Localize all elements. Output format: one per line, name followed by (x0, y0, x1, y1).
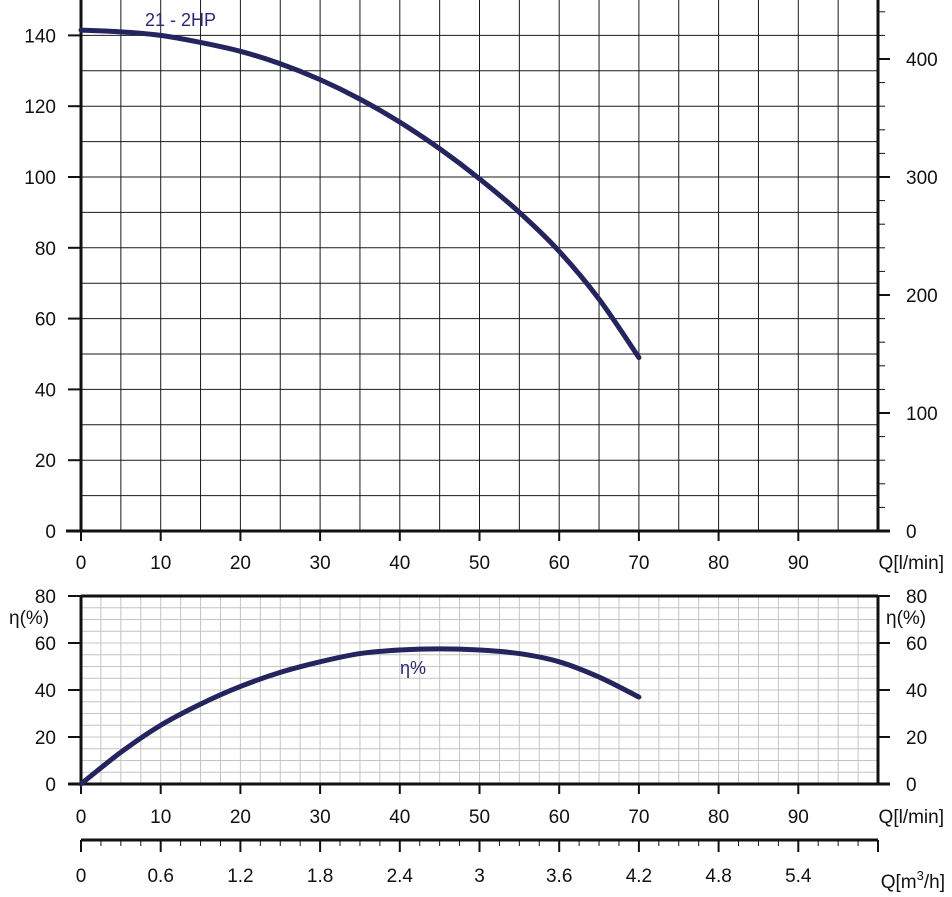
x-tick-label: 90 (788, 807, 809, 828)
y2-tick-label: 0 (906, 522, 917, 543)
y-tick-label: 60 (35, 634, 56, 655)
x-tick-label: 70 (628, 807, 649, 828)
y-tick-label: 80 (35, 587, 56, 608)
x-tick-label: 30 (310, 553, 331, 574)
m3h-tick-label: 1.2 (227, 866, 253, 887)
x-tick-label: 60 (549, 553, 570, 574)
y2-tick-label: 300 (906, 168, 938, 189)
m3h-tick-label: 0.6 (147, 866, 173, 887)
x-tick-label: 50 (469, 807, 490, 828)
y-axis-label: η(%) (9, 608, 49, 629)
x-tick-label: 70 (628, 553, 649, 574)
x-tick-label: 60 (549, 807, 570, 828)
series-label-head-curve: 21 - 2HP (145, 10, 216, 30)
y-tick-label: 100 (24, 168, 56, 189)
m3h-tick-label: 3 (474, 866, 485, 887)
y-tick-label: 80 (35, 239, 56, 260)
x-tick-label: 80 (708, 807, 729, 828)
m3h-tick-label: 1.8 (307, 866, 333, 887)
m3h-tick-label: 4.2 (626, 866, 652, 887)
y2-tick-label: 20 (906, 728, 927, 749)
y-tick-label: 40 (35, 380, 56, 401)
y2-tick-label: 100 (906, 404, 938, 425)
y2-tick-label: 400 (906, 50, 938, 71)
y2-tick-label: 80 (906, 587, 927, 608)
m3h-axis-label: Q[m3/h] (881, 868, 945, 893)
y-tick-label: 0 (45, 522, 56, 543)
x-tick-label: 50 (469, 553, 490, 574)
x-tick-label: 0 (76, 807, 87, 828)
series-label-efficiency-curve: η% (400, 658, 426, 678)
x-tick-label: 40 (389, 807, 410, 828)
y-tick-label: 0 (45, 775, 56, 796)
y2-tick-label: 0 (906, 775, 917, 796)
x-tick-label: 0 (76, 553, 87, 574)
m3h-tick-label: 5.4 (785, 866, 812, 887)
x-tick-label: 20 (230, 553, 251, 574)
y2-tick-label: 200 (906, 286, 938, 307)
x-tick-label: 90 (788, 553, 809, 574)
y2-tick-label: 40 (906, 681, 927, 702)
x-tick-label: 80 (708, 553, 729, 574)
x-tick-label: 20 (230, 807, 251, 828)
y-tick-label: 40 (35, 681, 56, 702)
y2-tick-label: 60 (906, 634, 927, 655)
m3h-tick-label: 0 (76, 866, 87, 887)
x-tick-label: 40 (389, 553, 410, 574)
m3h-tick-label: 2.4 (387, 866, 414, 887)
x-tick-label: 10 (150, 807, 171, 828)
y2-axis-label: η(%) (886, 608, 926, 629)
x-axis-label: Q[l/min] (879, 553, 944, 574)
x-axis-label: Q[l/min] (879, 807, 944, 828)
x-tick-label: 30 (310, 807, 331, 828)
y-tick-label: 140 (24, 26, 56, 47)
head-curve-chart: 0 20 40 60 80 100 120 140 0 100 200 300 400 0 10 20 30 40… (24, 0, 944, 574)
y-tick-label: 20 (35, 728, 56, 749)
y-tick-label: 20 (35, 451, 56, 472)
m3h-tick-label: 4.8 (705, 866, 731, 887)
flow-m3h-axis: 0 0.6 1.2 1.8 2.4 3 3.6 4.2 4.8 5.4 Q[m3/h] (76, 838, 945, 893)
x-tick-label: 10 (150, 553, 171, 574)
y-tick-label: 120 (24, 97, 56, 118)
y-tick-label: 60 (35, 310, 56, 331)
m3h-tick-label: 3.6 (546, 866, 572, 887)
